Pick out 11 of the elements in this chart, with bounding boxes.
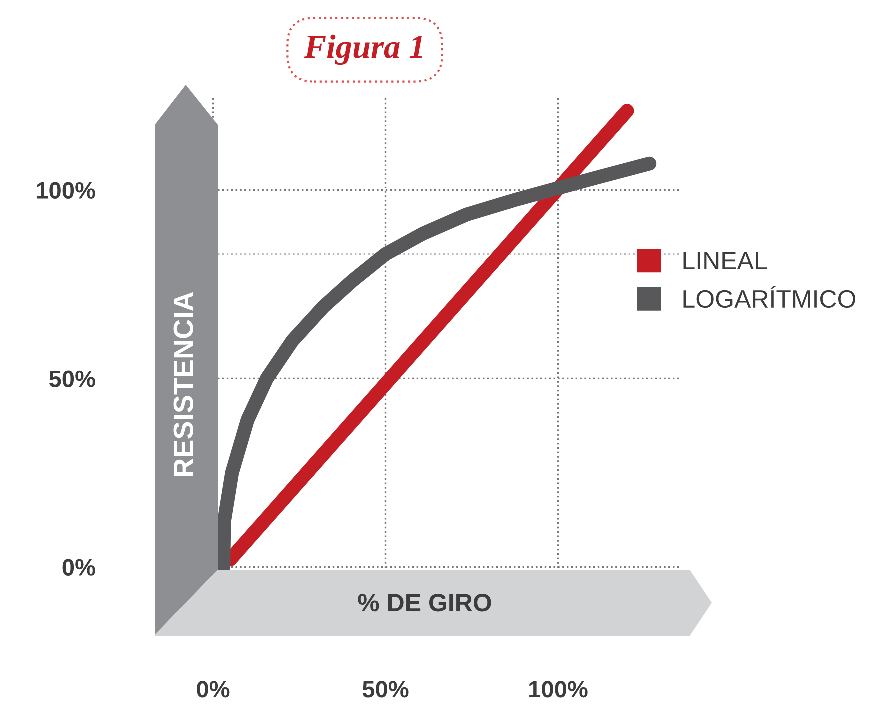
legend-label: LOGARÍTMICO <box>684 286 856 308</box>
y-tick-label: 0% <box>62 559 96 576</box>
chart-title: Figura 1 <box>304 34 422 66</box>
x-axis-title: % DE GIRO <box>358 594 492 612</box>
x-tick-label: 0% <box>197 681 230 698</box>
x-tick-label: 50% <box>362 681 409 698</box>
y-tick-label: 50% <box>49 370 96 388</box>
x-tick-label: 100% <box>530 681 588 698</box>
legend-label: LINEAL <box>684 252 768 270</box>
y-tick-label: 100% <box>37 182 96 200</box>
y-axis-title: RESISTENCIA <box>174 292 194 477</box>
